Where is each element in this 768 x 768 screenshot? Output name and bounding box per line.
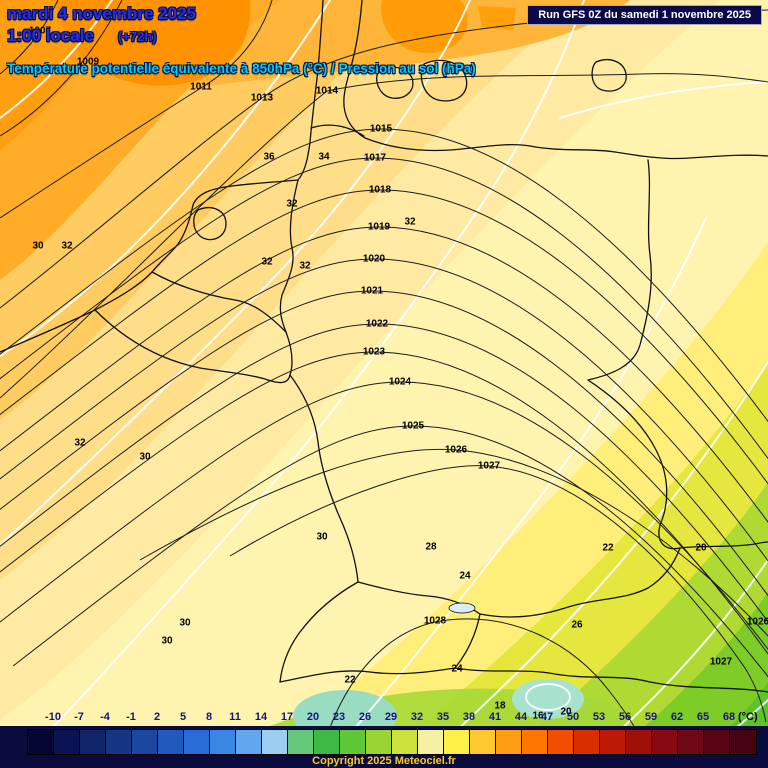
colorbar-cell [236, 730, 262, 754]
colorbar-tick: 17 [280, 711, 294, 723]
scale-unit-label: (°C) [738, 711, 758, 723]
colorbar-cell [418, 730, 444, 754]
valid-time-text: 1:00 locale [7, 26, 94, 45]
colorbar-tick: 50 [566, 711, 580, 723]
colorbar-cell [340, 730, 366, 754]
colorbar-cell [600, 730, 626, 754]
run-info-box: Run GFS 0Z du samedi 1 novembre 2025 [527, 5, 762, 25]
at-it-border [454, 667, 768, 693]
island [376, 66, 414, 99]
colorbar-cell [210, 730, 236, 754]
colorbar-cell [106, 730, 132, 754]
valid-time-row: 1:00 locale (+72h) [7, 26, 476, 46]
colorbar-tick: 5 [179, 711, 187, 723]
colorbar-tick: 53 [592, 711, 606, 723]
colorbar-cell [392, 730, 418, 754]
colorbar-tick: 2 [153, 711, 161, 723]
valid-date-text: mardi 4 novembre 2025 [7, 4, 196, 23]
colorbar-cell [626, 730, 652, 754]
colorbar-cell [132, 730, 158, 754]
colorbar-tick: 35 [436, 711, 450, 723]
island [420, 59, 468, 102]
coastline-and-borders [0, 0, 768, 693]
colorbar-tick: 59 [644, 711, 658, 723]
colorbar-tick: 38 [462, 711, 476, 723]
colorbar-cell [288, 730, 314, 754]
de-at-border [479, 547, 681, 618]
colorbar-cell [366, 730, 392, 754]
de-cz-border [587, 379, 681, 550]
colorbar-tick: 44 [514, 711, 528, 723]
colorbar-cell [574, 730, 600, 754]
denmark-germany-border [310, 124, 365, 137]
colorbar-tick: -1 [126, 711, 136, 723]
colorbar-cell [158, 730, 184, 754]
colorbar-tick: 32 [410, 711, 424, 723]
bottom-strip: Copyright 2025 Meteociel.fr [0, 726, 768, 768]
colorbar-tick: 20 [306, 711, 320, 723]
de-pl-border [587, 159, 652, 381]
colorbar-tick: 62 [670, 711, 684, 723]
ijsselmeer [193, 207, 227, 241]
colorbar-cell [262, 730, 288, 754]
colorbar-cell [678, 730, 704, 754]
colorbar-tick: 68 [722, 711, 736, 723]
colorbar-tick: -4 [100, 711, 110, 723]
copyright-text: Copyright 2025 Meteociel.fr [312, 755, 456, 767]
fr-ch-border [279, 581, 359, 683]
colorbar-tick: -10 [45, 711, 61, 723]
be-fr-border [94, 309, 269, 381]
map-subtitle: Température potentielle équivalente à 85… [7, 61, 476, 76]
colorbar-cell [54, 730, 80, 754]
colorbar-tick: 8 [205, 711, 213, 723]
colorbar-cell [314, 730, 340, 754]
colorbar-cell [652, 730, 678, 754]
colorbar-cell [444, 730, 470, 754]
colorbar-tick: 23 [332, 711, 346, 723]
colorbar-cell [470, 730, 496, 754]
colorbar-cell [522, 730, 548, 754]
colorbar-cell [548, 730, 574, 754]
colorbar [27, 729, 757, 755]
header-block: mardi 4 novembre 2025 1:00 locale (+72h) … [7, 4, 476, 76]
colorbar-tick: 29 [384, 711, 398, 723]
colorbar-cell [496, 730, 522, 754]
ch-it-border [279, 667, 456, 683]
colorbar-tick: 56 [618, 711, 632, 723]
island [591, 59, 627, 92]
colorbar-tick: 11 [229, 711, 241, 723]
colorbar-ticks: -10 -7 -4 -1 2 5 8 11 14 17 20 23 26 29 32 35 38 41 44 47 50… [0, 711, 768, 725]
colorbar-tick: 14 [254, 711, 268, 723]
colorbar-cell [80, 730, 106, 754]
colorbar-tick: 26 [358, 711, 372, 723]
lake-constance [448, 602, 476, 614]
fr-de-border [289, 374, 359, 583]
colorbar-tick: 47 [540, 711, 554, 723]
coastline [0, 0, 324, 353]
forecast-offset-text: (+72h) [117, 29, 157, 44]
colorbar-cell [704, 730, 730, 754]
colorbar-cell [730, 730, 756, 754]
colorbar-cell [28, 730, 54, 754]
colorbar-tick: 65 [696, 711, 710, 723]
nl-de-border [279, 179, 299, 333]
colorbar-tick: 41 [488, 711, 502, 723]
colorbar-cell [184, 730, 210, 754]
colorbar-tick: -7 [74, 711, 84, 723]
